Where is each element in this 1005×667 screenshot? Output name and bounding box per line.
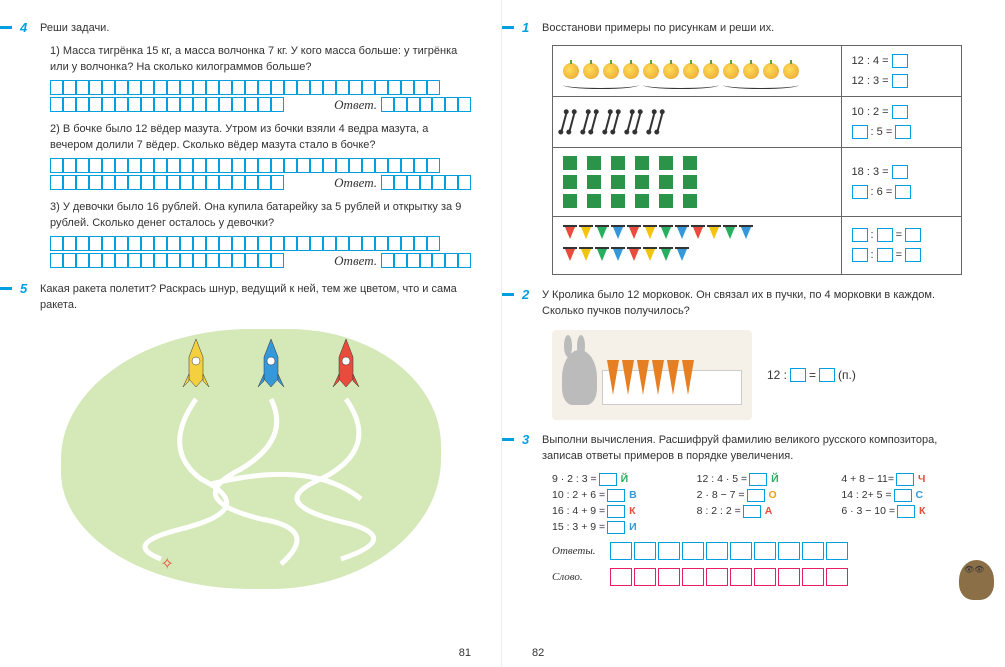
equation-text: 12 : 3 = (852, 75, 889, 87)
apples-cell (553, 46, 842, 96)
task-1: 1 Восстанови примеры по рисункам и реши … (532, 20, 974, 275)
task-title: Выполни вычисления. Расшифруй фамилию ве… (542, 432, 974, 465)
task-number: 3 (522, 432, 536, 447)
sticks-cell (553, 97, 842, 147)
maze-paths (61, 329, 441, 589)
answer-cells-left[interactable] (50, 175, 334, 190)
equation-text: 18 : 3 = (852, 166, 889, 178)
answer-box[interactable] (877, 248, 893, 262)
word-boxes[interactable] (610, 568, 848, 586)
equation-text: : 6 = (871, 186, 893, 198)
task-marker (502, 26, 514, 29)
word-row: Слово. (552, 568, 974, 586)
answer-grid[interactable] (50, 80, 471, 95)
answer-box[interactable] (852, 228, 868, 242)
equation-text: : (871, 249, 874, 261)
answer-box[interactable] (892, 54, 908, 68)
flags-cell (553, 217, 842, 274)
equation-text: : (871, 229, 874, 241)
equation-cell: 10 : 2 = : 5 = (842, 97, 961, 147)
rabbit-equation: 12 : = (п.) (767, 368, 856, 382)
word-label: Слово. (552, 571, 602, 583)
answer-label: Ответ. (334, 253, 377, 269)
equation-cell: 12 : 4 = 12 : 3 = (842, 46, 961, 96)
right-page: 1 Восстанови примеры по рисункам и реши … (502, 0, 1004, 667)
answer-row: Ответ. (50, 97, 471, 113)
answer-cells-left[interactable] (50, 253, 334, 268)
problem-1: 1) Масса тигрёнка 15 кг, а масса волчонк… (50, 43, 471, 76)
equation-text: 10 : 2 = (852, 106, 889, 118)
equation-text: : 5 = (871, 126, 893, 138)
table-row: 10 : 2 = : 5 = (553, 97, 961, 148)
answer-boxes[interactable] (610, 542, 848, 560)
answer-box[interactable] (892, 105, 908, 119)
calculation-grid: 9 · 2 : 3 =Й12 : 4 · 5 =Й4 + 8 − 11=Ч10 … (552, 473, 974, 534)
page-number: 81 (459, 647, 471, 659)
answer-row: Ответ. (50, 175, 471, 191)
answer-box[interactable] (790, 368, 806, 382)
task-4: 4 Реши задачи. 1) Масса тигрёнка 15 кг, … (30, 20, 471, 269)
table-row: : = : = (553, 217, 961, 274)
answer-grid[interactable] (50, 236, 471, 251)
answer-label: Ответ. (334, 175, 377, 191)
picture-table: 12 : 4 = 12 : 3 = 10 : 2 = : 5 = 18 (552, 45, 962, 275)
task-title: Какая ракета полетит? Раскрась шнур, вед… (40, 281, 471, 314)
answer-cells-right[interactable] (381, 175, 471, 190)
answer-box[interactable] (892, 165, 908, 179)
left-page: 4 Реши задачи. 1) Масса тигрёнка 15 кг, … (0, 0, 502, 667)
task-marker (0, 287, 12, 290)
answers-label: Ответы. (552, 545, 602, 557)
task-number: 1 (522, 20, 536, 35)
answer-cells-right[interactable] (381, 97, 471, 112)
task-title: Восстанови примеры по рисункам и реши их… (542, 20, 974, 37)
task-3: 3 Выполни вычисления. Расшифруй фамилию … (532, 432, 974, 586)
answer-box[interactable] (892, 74, 908, 88)
equation-text: = (896, 249, 902, 261)
answer-box[interactable] (905, 248, 921, 262)
answer-box[interactable] (905, 228, 921, 242)
table-row: 12 : 4 = 12 : 3 = (553, 46, 961, 97)
answer-row: Ответ. (50, 253, 471, 269)
answer-box[interactable] (852, 248, 868, 262)
task-title: У Кролика было 12 морковок. Он связал их… (542, 287, 974, 320)
spark-icon: ✧ (161, 554, 174, 574)
answer-box[interactable] (877, 228, 893, 242)
task-number: 5 (20, 281, 34, 296)
page-number: 82 (532, 647, 544, 659)
answer-box[interactable] (895, 125, 911, 139)
equation-cell: : = : = (842, 217, 961, 274)
answer-cells-right[interactable] (381, 253, 471, 268)
answer-box[interactable] (895, 185, 911, 199)
table-row: 18 : 3 = : 6 = (553, 148, 961, 217)
task-number: 2 (522, 287, 536, 302)
unit-text: (п.) (838, 368, 856, 382)
squares-cell (553, 148, 842, 216)
equation-text: = (896, 229, 902, 241)
task-marker (0, 26, 12, 29)
answer-grid[interactable] (50, 158, 471, 173)
task-5: 5 Какая ракета полетит? Раскрась шнур, в… (30, 281, 471, 589)
task-title: Реши задачи. (40, 20, 471, 37)
equation-text: 12 : 4 = (852, 55, 889, 67)
problem-2: 2) В бочке было 12 вёдер мазута. Утром и… (50, 121, 471, 154)
equation-text: 12 : (767, 368, 787, 382)
owl-icon (959, 560, 994, 600)
task-2: 2 У Кролика было 12 морковок. Он связал … (532, 287, 974, 420)
task-number: 4 (20, 20, 34, 35)
equation-cell: 18 : 3 = : 6 = (842, 148, 961, 216)
maze-illustration: ✧ (61, 329, 441, 589)
rabbit-image (552, 330, 752, 420)
task-marker (502, 438, 514, 441)
equation-text: = (809, 368, 816, 382)
answer-box[interactable] (852, 185, 868, 199)
answer-box[interactable] (819, 368, 835, 382)
answers-row: Ответы. (552, 542, 974, 560)
answer-label: Ответ. (334, 97, 377, 113)
task-marker (502, 293, 514, 296)
answer-box[interactable] (852, 125, 868, 139)
rabbit-illustration: 12 : = (п.) (552, 330, 974, 420)
answer-cells-left[interactable] (50, 97, 334, 112)
problem-3: 3) У девочки было 16 рублей. Она купила … (50, 199, 471, 232)
